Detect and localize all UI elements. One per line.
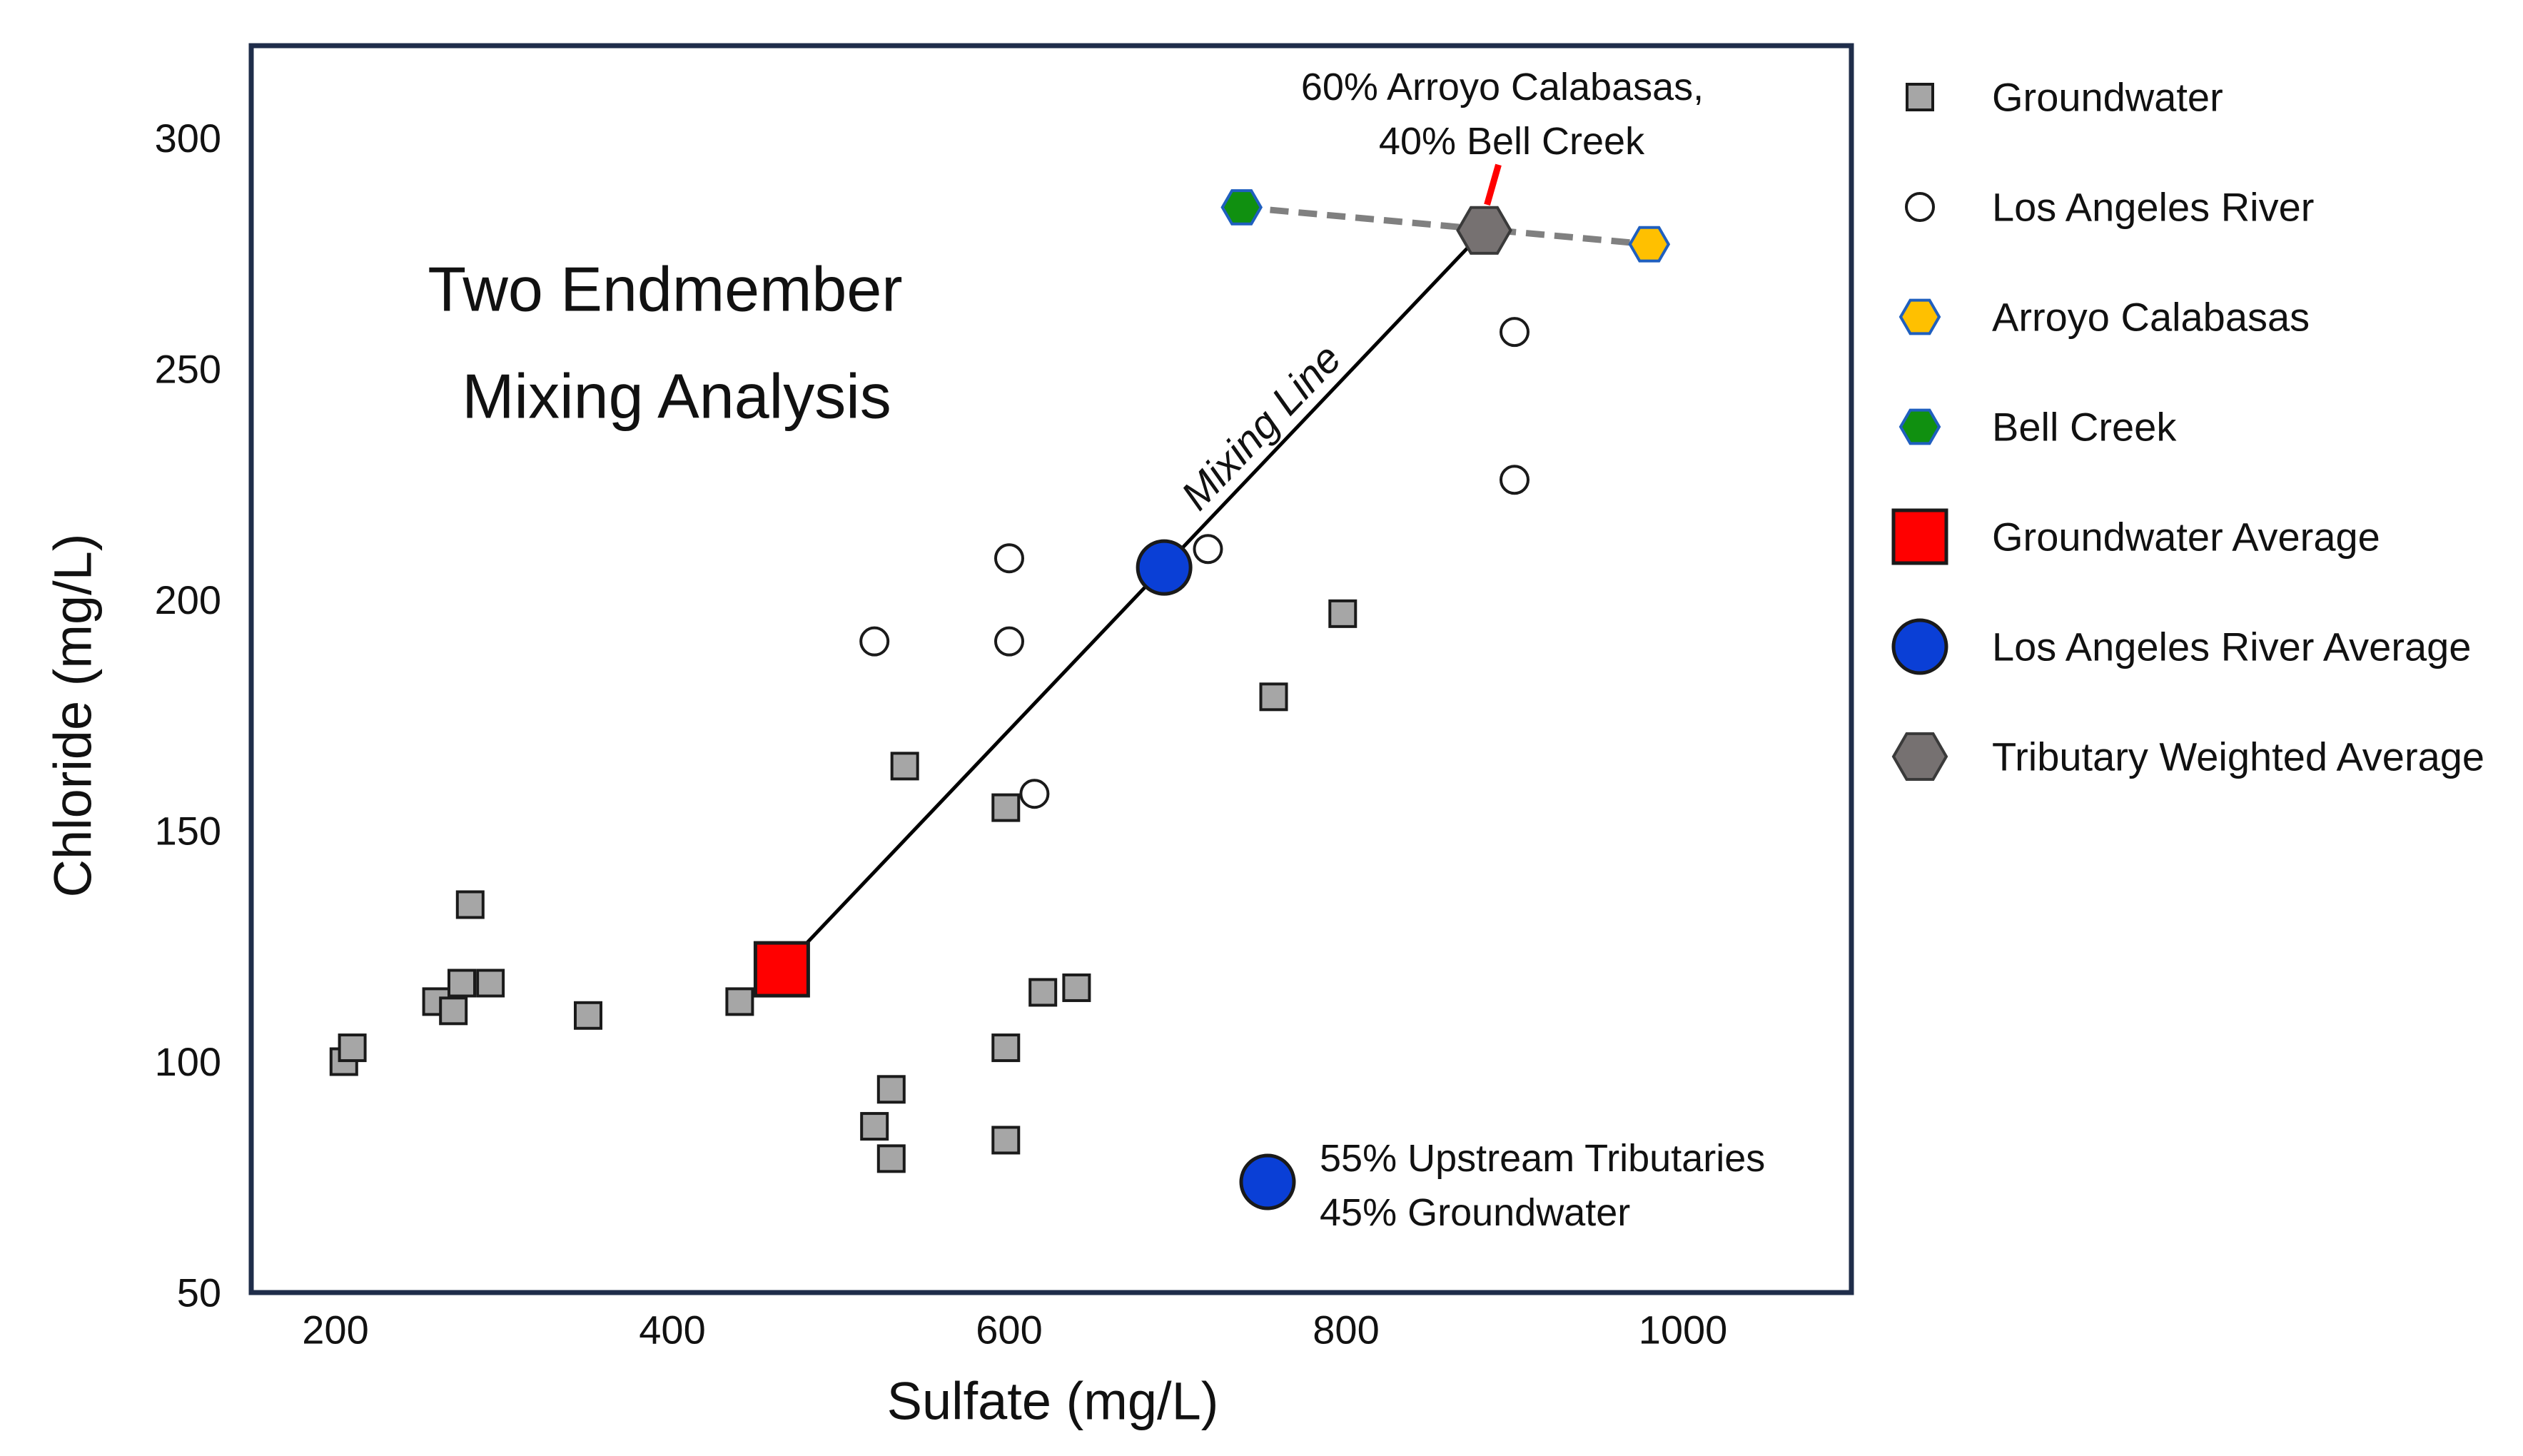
groundwater-point	[476, 969, 505, 998]
groundwater-point	[1259, 682, 1288, 712]
groundwater-point	[860, 1112, 889, 1141]
x-tick-label: 600	[976, 1308, 1042, 1353]
legend-marker-trib-avg	[1891, 732, 1948, 781]
legend-label: Arroyo Calabasas	[1992, 295, 2310, 340]
river-point	[1500, 465, 1530, 495]
legend-label: Groundwater	[1992, 75, 2223, 120]
plot-frame	[248, 43, 1854, 1295]
mixing-line	[780, 229, 1486, 971]
legend: Groundwater Los Angeles River Arroyo Calab…	[1891, 75, 2484, 781]
y-tick-label: 250	[155, 346, 221, 391]
legend-marker-arroyo	[1898, 298, 1941, 335]
groundwater-point	[1062, 973, 1091, 1002]
legend-label: Los Angeles River	[1992, 185, 2314, 230]
groundwater-point	[991, 793, 1021, 822]
mix-result-marker	[1239, 1153, 1296, 1210]
river-point	[1019, 779, 1050, 809]
y-axis-label: Chloride (mg/L)	[44, 534, 103, 898]
tributary-mixing-line	[1241, 203, 1650, 248]
river-point	[994, 543, 1024, 574]
bell-point	[1220, 189, 1263, 226]
y-tick-label: 50	[177, 1270, 221, 1315]
legend-label: Bell Creek	[1992, 405, 2177, 450]
river-point	[1193, 534, 1223, 565]
groundwater-point	[338, 1033, 367, 1063]
legend-label: Los Angeles River Average	[1992, 625, 2471, 669]
x-axis-label: Sulfate (mg/L)	[887, 1372, 1219, 1431]
y-tick-label: 150	[155, 808, 221, 853]
y-tick-label: 300	[155, 116, 221, 161]
y-tick-label: 200	[155, 577, 221, 622]
annotation-pointer	[1484, 163, 1502, 206]
x-tick-label: 800	[1313, 1308, 1379, 1353]
legend-marker-bell	[1898, 408, 1941, 445]
tributary-annotation-line: 40% Bell Creek	[1379, 120, 1645, 163]
river-point	[994, 626, 1024, 657]
trib-avg-point	[1456, 206, 1512, 255]
x-tick-label: 400	[639, 1308, 705, 1353]
chart-title-line: Mixing Analysis	[462, 361, 891, 432]
river-avg-point	[1136, 539, 1193, 596]
x-tick-label: 1000	[1639, 1308, 1728, 1353]
mix-result-annotation-line: 55% Upstream Tributaries	[1320, 1137, 1765, 1180]
groundwater-point	[876, 1144, 906, 1173]
tributary-annotation-line: 60% Arroyo Calabasas,	[1301, 66, 1704, 108]
x-tick-label: 200	[302, 1308, 368, 1353]
legend-label: Tributary Weighted Average	[1992, 734, 2484, 779]
legend-label: Groundwater Average	[1992, 515, 2380, 560]
y-tick-label: 100	[155, 1039, 221, 1084]
chart-title: Two Endmember Mixing Analysis	[428, 254, 902, 432]
arroyo-point	[1628, 226, 1671, 263]
gw-avg-point	[753, 941, 810, 998]
groundwater-point	[725, 987, 754, 1016]
legend-marker-groundwater	[1906, 83, 1934, 111]
axes: 200 400 600 800 1000 50 100 150 200 250 300 Sulfate…	[44, 43, 1854, 1431]
legend-marker-river	[1905, 192, 1935, 222]
river-point	[1500, 317, 1530, 348]
groundwater-point	[439, 996, 468, 1026]
chart-title-line: Two Endmember	[428, 254, 902, 325]
groundwater-point	[1028, 978, 1058, 1007]
groundwater-point	[448, 969, 476, 998]
groundwater-point	[890, 752, 919, 781]
river-point	[859, 626, 890, 657]
groundwater-point	[574, 1001, 602, 1030]
groundwater-point	[991, 1033, 1021, 1063]
groundwater-point	[1328, 599, 1357, 628]
groundwater-point	[991, 1126, 1021, 1155]
legend-marker-gw-avg	[1891, 508, 1948, 565]
groundwater-point	[876, 1075, 906, 1104]
mix-result-annotation-line: 45% Groundwater	[1320, 1191, 1630, 1234]
legend-marker-river-avg	[1891, 618, 1948, 675]
groundwater-point	[455, 890, 485, 919]
